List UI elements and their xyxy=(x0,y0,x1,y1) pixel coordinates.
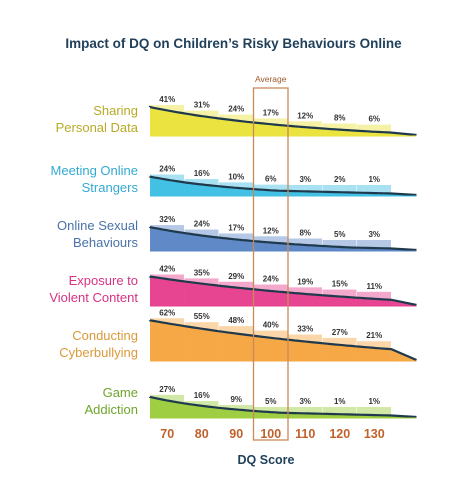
series-label-4: Conducting Cyberbullying xyxy=(59,328,138,360)
series-label-1: Meeting Online Strangers xyxy=(50,163,138,195)
data-label-0-3: 17% xyxy=(263,108,279,117)
data-label-1-2: 10% xyxy=(228,172,244,181)
data-label-1-4: 3% xyxy=(299,175,311,184)
average-box xyxy=(252,87,289,441)
data-label-0-0: 41% xyxy=(159,95,175,104)
series-label-0: Sharing Personal Data xyxy=(55,103,138,135)
data-label-5-4: 3% xyxy=(299,397,311,406)
data-label-3-1: 35% xyxy=(194,268,210,277)
area-4 xyxy=(150,320,417,361)
data-label-1-0: 24% xyxy=(159,165,175,174)
data-label-1-1: 16% xyxy=(194,169,210,178)
data-label-3-5: 15% xyxy=(332,280,348,289)
curve-3 xyxy=(148,275,417,307)
data-label-0-6: 6% xyxy=(368,115,380,124)
series-label-5: Game Addiction xyxy=(84,385,138,417)
data-label-5-5: 1% xyxy=(334,397,346,406)
data-label-5-0: 27% xyxy=(159,385,175,394)
data-label-4-6: 21% xyxy=(366,331,382,340)
x-axis-label: DQ Score xyxy=(238,453,295,467)
data-label-2-2: 17% xyxy=(228,223,244,232)
data-label-4-4: 33% xyxy=(297,325,313,334)
data-label-0-4: 12% xyxy=(297,111,313,120)
bar-1-6 xyxy=(357,185,391,196)
data-label-2-5: 5% xyxy=(334,230,346,239)
x-tick-1: 80 xyxy=(195,427,209,441)
data-label-0-2: 24% xyxy=(228,105,244,114)
bar-0-6 xyxy=(357,124,391,136)
average-label: Average xyxy=(255,74,287,84)
curve-0 xyxy=(148,105,417,137)
data-label-3-0: 42% xyxy=(159,264,175,273)
area-2 xyxy=(150,227,417,251)
area-0 xyxy=(150,107,417,136)
data-label-5-3: 5% xyxy=(265,397,277,406)
bar-1-5 xyxy=(322,185,357,196)
data-label-3-6: 11% xyxy=(366,282,382,291)
data-label-5-6: 1% xyxy=(368,397,380,406)
bar-5-6 xyxy=(357,407,391,418)
bar-2-5 xyxy=(322,240,357,251)
data-label-2-6: 3% xyxy=(368,230,380,239)
data-label-3-3: 24% xyxy=(263,275,279,284)
data-label-5-2: 9% xyxy=(230,395,242,404)
data-label-5-1: 16% xyxy=(194,391,210,400)
chart-title: Impact of DQ on Children’s Risky Behavio… xyxy=(65,36,402,51)
data-label-4-2: 48% xyxy=(228,316,244,325)
series-label-2: Online Sexual Behaviours xyxy=(57,218,138,250)
area-5 xyxy=(150,396,417,418)
curve-5 xyxy=(148,395,417,419)
data-label-4-5: 27% xyxy=(332,328,348,337)
data-label-2-1: 24% xyxy=(194,220,210,229)
bar-2-6 xyxy=(357,240,391,251)
data-label-1-3: 6% xyxy=(265,175,277,184)
curve-1 xyxy=(148,175,417,197)
data-label-0-1: 31% xyxy=(194,101,210,110)
data-label-3-4: 19% xyxy=(297,277,313,286)
data-label-1-5: 2% xyxy=(334,175,346,184)
data-label-4-3: 40% xyxy=(263,321,279,330)
data-label-3-2: 29% xyxy=(228,272,244,281)
area-3 xyxy=(150,276,417,306)
curve-2 xyxy=(148,226,417,252)
x-tick-5: 120 xyxy=(329,427,350,441)
x-tick-4: 110 xyxy=(295,427,315,441)
data-label-1-6: 1% xyxy=(368,175,380,184)
x-tick-3: 100 xyxy=(260,427,281,441)
data-label-4-0: 62% xyxy=(159,308,175,317)
curve-4 xyxy=(148,319,417,362)
data-label-2-0: 32% xyxy=(159,215,175,224)
x-tick-6: 130 xyxy=(364,427,385,441)
x-tick-0: 70 xyxy=(160,427,174,441)
data-label-2-4: 8% xyxy=(299,229,311,238)
data-label-4-1: 55% xyxy=(194,312,210,321)
data-label-2-3: 12% xyxy=(263,226,279,235)
x-tick-2: 90 xyxy=(229,427,243,441)
bar-5-5 xyxy=(322,407,357,418)
data-label-0-5: 8% xyxy=(334,114,346,123)
series-label-3: Exposure to Violent Content xyxy=(49,273,138,305)
area-1 xyxy=(150,176,417,196)
